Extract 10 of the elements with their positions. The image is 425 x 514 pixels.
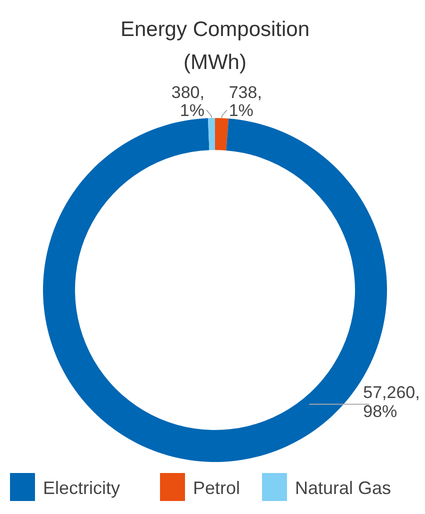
data-label: 380, 1% — [171, 83, 204, 120]
legend-label: Petrol — [193, 478, 240, 498]
data-label: 57,260, 98% — [363, 383, 420, 422]
donut-slice — [208, 118, 215, 150]
legend-label: Natural Gas — [295, 478, 392, 498]
chart-subtitle: (MWh) — [184, 51, 246, 74]
donut-slice — [215, 118, 229, 150]
data-label: 738, 1% — [228, 83, 262, 120]
chart-title: Energy Composition — [120, 18, 310, 41]
legend-label: Electricity — [43, 478, 120, 498]
